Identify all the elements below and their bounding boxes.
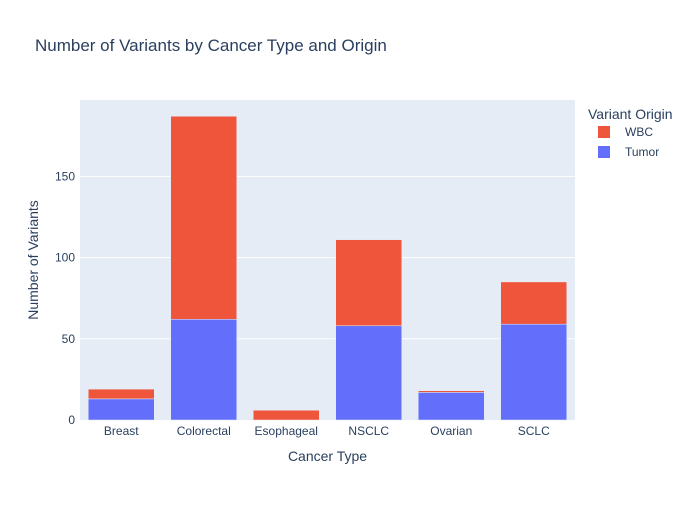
y-tick-label: 100 bbox=[55, 251, 75, 265]
bar-tumor-nsclc[interactable] bbox=[335, 325, 402, 421]
plot-area bbox=[80, 100, 575, 420]
bars bbox=[88, 115, 567, 421]
legend[interactable]: Variant Origin WBC Tumor bbox=[588, 106, 673, 159]
legend-swatch-tumor[interactable] bbox=[598, 146, 610, 158]
bar-tumor-sclc[interactable] bbox=[500, 323, 567, 421]
bar-tumor-breast[interactable] bbox=[88, 398, 155, 421]
bar-wbc-colorectal[interactable] bbox=[170, 115, 237, 320]
bar-wbc-sclc[interactable] bbox=[500, 281, 567, 325]
x-tick-label: SCLC bbox=[518, 424, 550, 438]
x-axis-ticks: Breast Colorectal Esophageal NSCLC Ovarian SC… bbox=[104, 424, 550, 438]
y-tick-label: 50 bbox=[62, 332, 76, 346]
bar-wbc-breast[interactable] bbox=[88, 388, 155, 400]
bar-wbc-esophageal[interactable] bbox=[253, 410, 320, 421]
bar-wbc-ovarian[interactable] bbox=[418, 390, 485, 393]
gridlines bbox=[80, 175, 575, 340]
y-axis-title: Number of Variants bbox=[25, 200, 41, 320]
chart-title: Number of Variants by Cancer Type and Or… bbox=[35, 36, 387, 55]
legend-label-tumor[interactable]: Tumor bbox=[625, 145, 659, 159]
legend-label-wbc[interactable]: WBC bbox=[625, 125, 653, 139]
bar-tumor-ovarian[interactable] bbox=[418, 392, 485, 421]
x-tick-label: Ovarian bbox=[430, 424, 472, 438]
bar-tumor-colorectal[interactable] bbox=[170, 319, 237, 421]
bar-wbc-nsclc[interactable] bbox=[335, 239, 402, 327]
legend-title: Variant Origin bbox=[588, 106, 673, 122]
x-tick-label: Colorectal bbox=[177, 424, 231, 438]
legend-items[interactable]: WBC Tumor bbox=[598, 125, 659, 159]
y-axis-ticks: 0 50 100 150 bbox=[55, 169, 75, 427]
x-tick-label: Esophageal bbox=[255, 424, 318, 438]
x-tick-label: NSCLC bbox=[348, 424, 389, 438]
x-axis-title: Cancer Type bbox=[288, 448, 367, 464]
legend-swatch-wbc[interactable] bbox=[598, 126, 610, 138]
x-tick-label: Breast bbox=[104, 424, 139, 438]
y-tick-label: 150 bbox=[55, 169, 75, 183]
y-tick-label: 0 bbox=[68, 413, 75, 427]
